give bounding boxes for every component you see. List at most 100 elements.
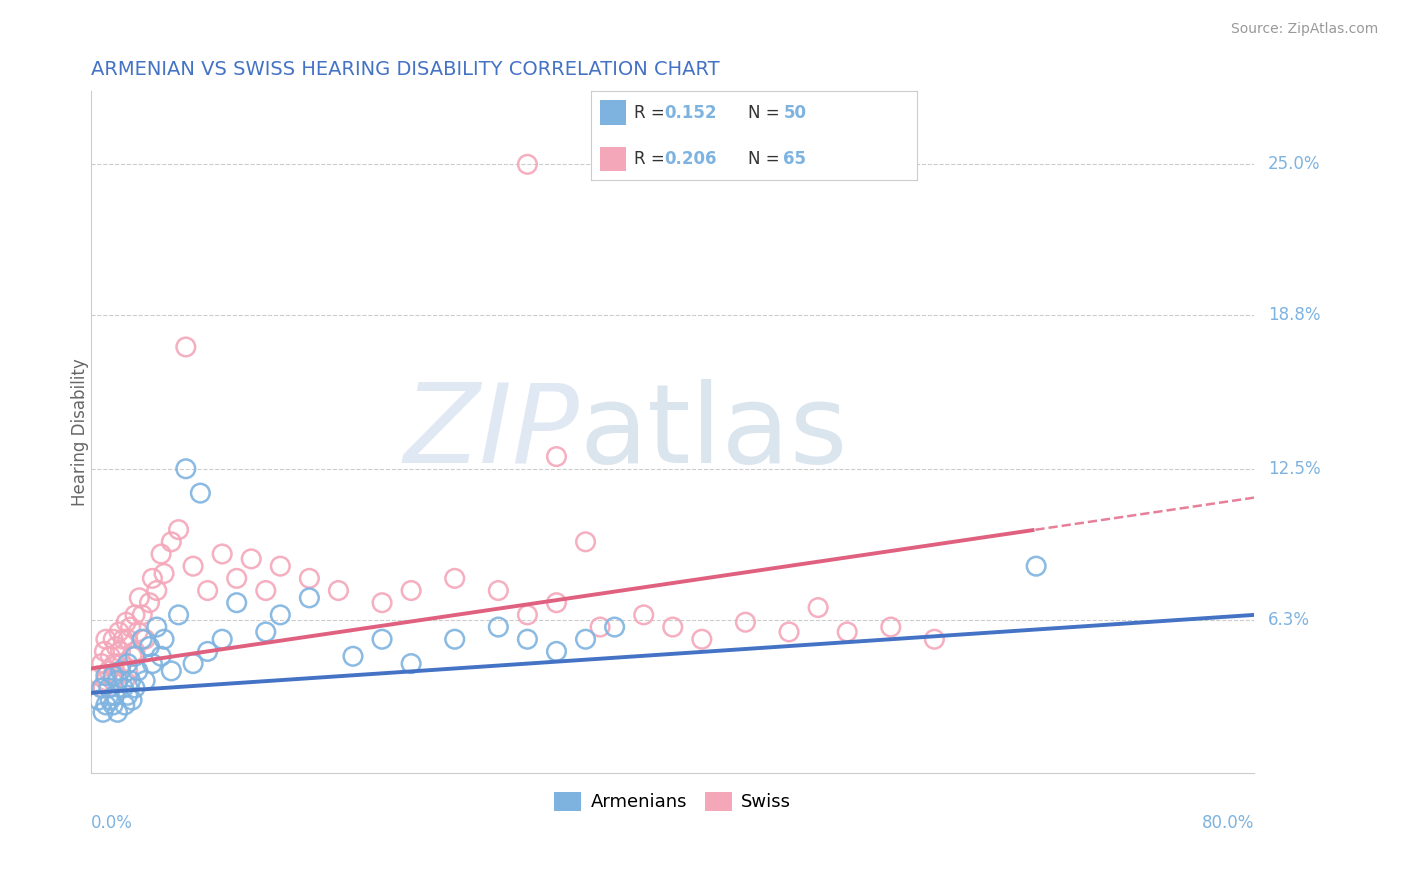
Point	[197, 583, 219, 598]
Text: atlas: atlas	[579, 379, 848, 486]
Point	[516, 632, 538, 647]
Point	[734, 615, 756, 630]
Point	[101, 632, 124, 647]
Point	[190, 486, 212, 500]
Point	[94, 698, 117, 712]
Point	[269, 607, 291, 622]
Point	[134, 673, 156, 688]
Point	[1025, 559, 1047, 574]
Point	[114, 673, 136, 688]
Point	[153, 632, 176, 647]
Point	[153, 566, 176, 581]
Point	[93, 644, 115, 658]
Point	[145, 620, 167, 634]
Point	[138, 596, 160, 610]
Point	[127, 664, 149, 678]
Point	[94, 669, 117, 683]
Point	[240, 552, 263, 566]
Point	[117, 664, 139, 678]
Point	[546, 644, 568, 658]
Point	[225, 596, 247, 610]
Point	[121, 649, 143, 664]
Point	[94, 632, 117, 647]
Point	[97, 681, 120, 695]
Point	[589, 620, 612, 634]
Point	[574, 632, 596, 647]
Point	[124, 681, 146, 695]
Point	[124, 644, 146, 658]
Y-axis label: Hearing Disability: Hearing Disability	[72, 359, 89, 506]
Point	[87, 669, 110, 683]
Point	[117, 632, 139, 647]
Point	[298, 571, 321, 585]
Point	[112, 681, 135, 695]
Point	[104, 688, 127, 702]
Point	[121, 693, 143, 707]
Point	[328, 583, 350, 598]
Point	[546, 450, 568, 464]
Point	[112, 632, 135, 647]
Point	[269, 559, 291, 574]
Point	[443, 571, 465, 585]
Text: 18.8%: 18.8%	[1268, 306, 1320, 325]
Point	[124, 649, 146, 664]
Point	[254, 583, 277, 598]
Point	[167, 523, 190, 537]
Point	[91, 681, 114, 695]
Point	[661, 620, 683, 634]
Point	[160, 664, 183, 678]
Point	[138, 640, 160, 654]
Text: ARMENIAN VS SWISS HEARING DISABILITY CORRELATION CHART: ARMENIAN VS SWISS HEARING DISABILITY COR…	[91, 60, 720, 78]
Point	[197, 644, 219, 658]
Point	[342, 649, 364, 664]
Point	[516, 607, 538, 622]
Point	[225, 571, 247, 585]
Point	[115, 615, 138, 630]
Point	[91, 706, 114, 720]
Point	[160, 534, 183, 549]
Text: 25.0%: 25.0%	[1268, 155, 1320, 173]
Text: 80.0%: 80.0%	[1202, 814, 1254, 832]
Point	[880, 620, 903, 634]
Text: 6.3%: 6.3%	[1268, 611, 1310, 629]
Point	[97, 664, 120, 678]
Point	[107, 673, 129, 688]
Point	[107, 669, 129, 683]
Legend: Armenians, Swiss: Armenians, Swiss	[547, 785, 799, 819]
Point	[124, 607, 146, 622]
Point	[778, 624, 800, 639]
Point	[94, 673, 117, 688]
Point	[546, 596, 568, 610]
Point	[131, 632, 153, 647]
Point	[150, 547, 173, 561]
Point	[167, 607, 190, 622]
Point	[174, 462, 197, 476]
Point	[108, 624, 131, 639]
Text: 0.0%: 0.0%	[91, 814, 134, 832]
Point	[101, 669, 124, 683]
Point	[399, 657, 422, 671]
Point	[371, 632, 394, 647]
Point	[443, 632, 465, 647]
Point	[150, 649, 173, 664]
Point	[145, 583, 167, 598]
Point	[127, 624, 149, 639]
Point	[90, 681, 112, 695]
Point	[104, 657, 127, 671]
Point	[181, 657, 204, 671]
Point	[837, 624, 859, 639]
Point	[371, 596, 394, 610]
Point	[690, 632, 713, 647]
Point	[107, 706, 129, 720]
Point	[114, 698, 136, 712]
Point	[101, 698, 124, 712]
Point	[131, 607, 153, 622]
Point	[141, 571, 163, 585]
Text: Source: ZipAtlas.com: Source: ZipAtlas.com	[1230, 22, 1378, 37]
Point	[574, 534, 596, 549]
Point	[486, 620, 509, 634]
Point	[105, 640, 128, 654]
Point	[399, 583, 422, 598]
Point	[603, 620, 626, 634]
Point	[298, 591, 321, 605]
